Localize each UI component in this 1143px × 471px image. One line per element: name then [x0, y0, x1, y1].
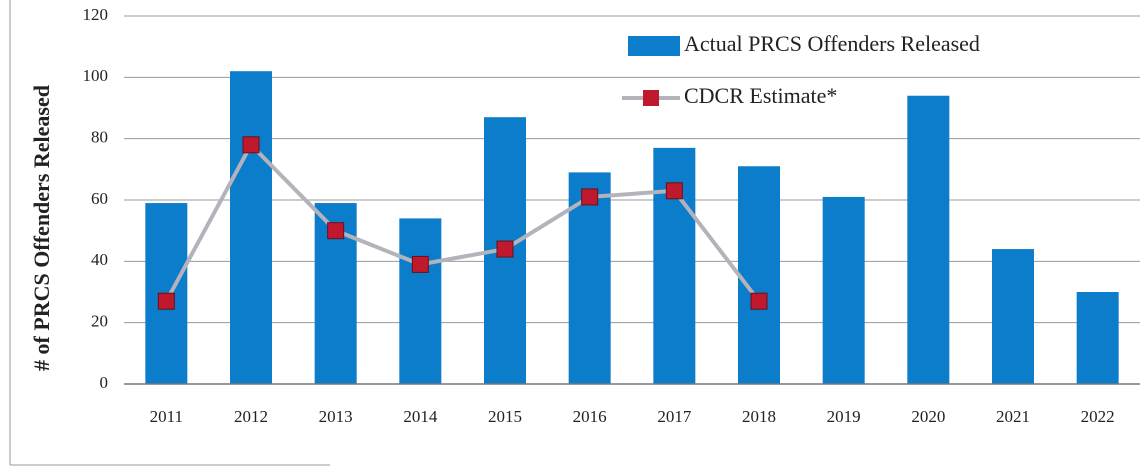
x-tick-label: 2017 — [657, 407, 692, 426]
marker — [750, 292, 768, 310]
x-tick-label: 2016 — [573, 407, 607, 426]
bar — [1076, 292, 1119, 384]
legend-swatch — [628, 36, 680, 56]
x-tick-label: 2019 — [827, 407, 861, 426]
x-tick-label: 2014 — [403, 407, 438, 426]
marker — [581, 188, 599, 206]
x-tick-label: 2013 — [319, 407, 353, 426]
bar — [992, 249, 1034, 384]
marker — [496, 240, 514, 258]
marker — [157, 292, 175, 310]
bar — [822, 196, 865, 384]
y-tick-label: 20 — [91, 312, 108, 331]
y-tick-label: 80 — [91, 128, 108, 147]
bar — [907, 95, 950, 384]
legend-label: CDCR Estimate* — [684, 83, 837, 108]
x-tick-label: 2018 — [742, 407, 776, 426]
y-axis-label: # of PRCS Offenders Released — [29, 85, 54, 371]
bar — [399, 218, 442, 384]
y-tick-label: 120 — [83, 5, 109, 24]
x-tick-label: 2021 — [996, 407, 1030, 426]
y-tick-label: 100 — [83, 66, 109, 85]
y-tick-label: 60 — [91, 189, 108, 208]
x-tick-label: 2012 — [234, 407, 268, 426]
legend-swatch — [643, 90, 659, 106]
marker — [665, 182, 683, 200]
x-tick-label: 2020 — [911, 407, 945, 426]
marker — [327, 222, 345, 240]
x-tick-label: 2022 — [1081, 407, 1115, 426]
x-tick-label: 2015 — [488, 407, 522, 426]
marker — [242, 136, 260, 154]
legend-label: Actual PRCS Offenders Released — [684, 31, 980, 56]
line — [164, 141, 761, 303]
y-tick-label: 40 — [91, 250, 108, 269]
x-tick-label: 2011 — [150, 407, 183, 426]
marker — [411, 255, 429, 273]
bar — [738, 166, 780, 384]
y-tick-label: 0 — [100, 373, 109, 392]
bar — [230, 71, 272, 384]
